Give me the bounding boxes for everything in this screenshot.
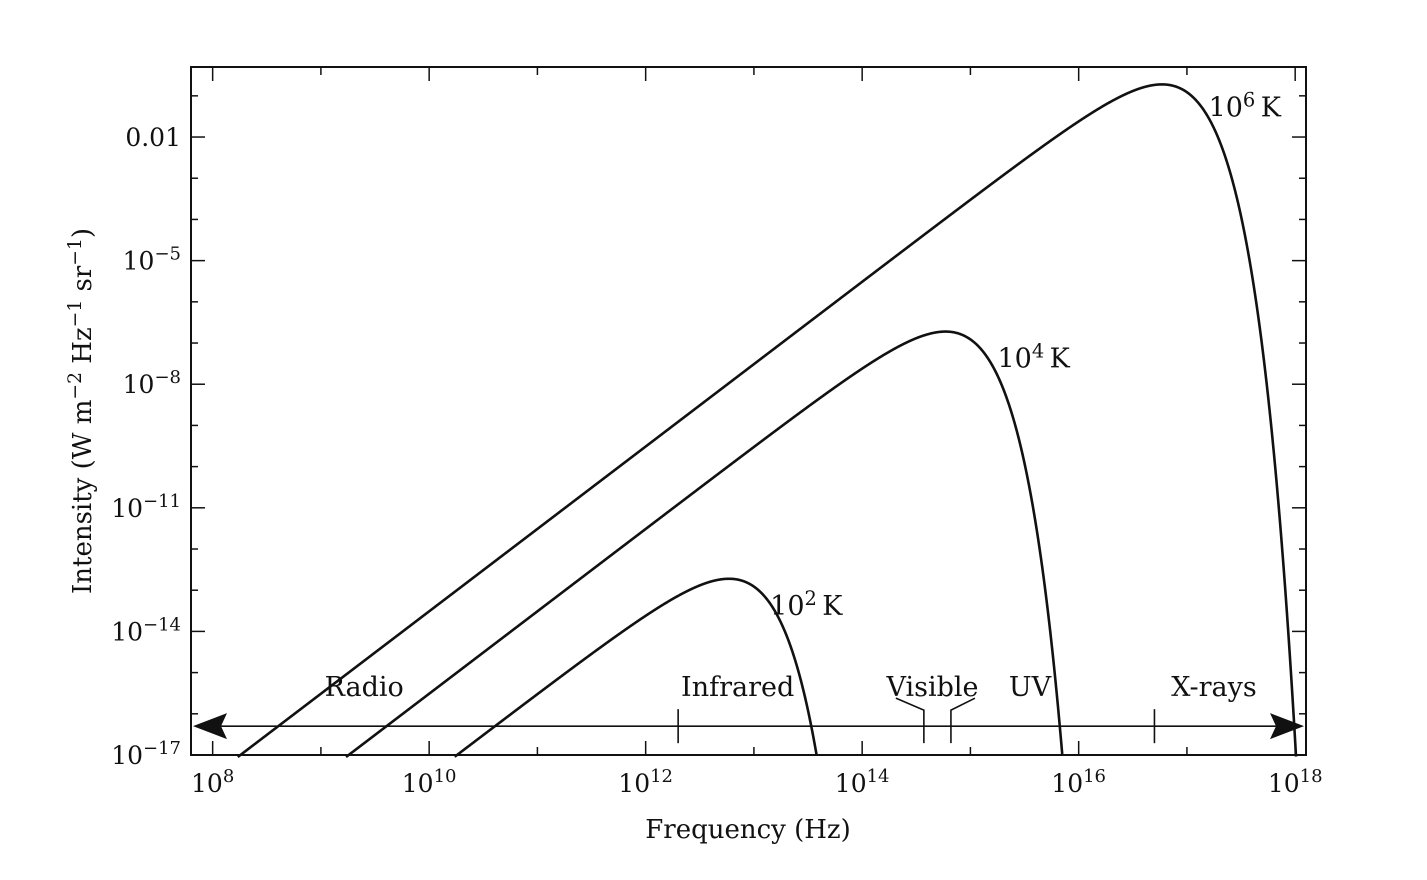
- spectrum-bar: Radio Infrared Visible UV X-rays: [193, 672, 1304, 744]
- band-label: Visible: [885, 672, 978, 703]
- y-tick-label: 10−14: [111, 614, 181, 646]
- x-axis-title: Frequency (Hz): [645, 815, 851, 845]
- y-tick-label: 10−5: [123, 244, 181, 276]
- x-tick-label: 1016: [1051, 766, 1106, 798]
- x-tick-label: 1010: [402, 766, 457, 798]
- curve-1000000K: [236, 83, 1298, 759]
- curves: [236, 83, 1298, 759]
- x-tick-label: 108: [191, 766, 234, 798]
- curve-label: 102 K: [770, 587, 843, 622]
- y-tick-label: 10−8: [123, 367, 181, 399]
- x-tick-label: 1012: [618, 766, 673, 798]
- spectrum-arrow-right: [1270, 713, 1304, 740]
- curve-10000K: [345, 330, 1064, 759]
- tick-labels: 108 1010 1012 1014 1016 1018 0.01 10−5 10−8 10−11…: [111, 123, 1322, 798]
- band-label: Radio: [325, 672, 404, 703]
- y-tick-label: 10−11: [111, 491, 181, 523]
- y-tick-label: 0.01: [125, 123, 181, 152]
- band-label: Infrared: [681, 672, 794, 703]
- plot-frame: [190, 66, 1307, 756]
- curve-label: 106 K: [1209, 88, 1282, 123]
- x-tick-label: 1018: [1268, 766, 1323, 798]
- curve-labels: 102 K 104 K 106 K: [770, 88, 1282, 621]
- y-tick-label: 10−17: [111, 738, 181, 770]
- axis-ticks: [191, 67, 1306, 756]
- curve-100K: [453, 577, 818, 758]
- x-tick-label: 1014: [835, 766, 890, 798]
- band-label: UV: [1009, 672, 1052, 703]
- band-label: X-rays: [1171, 672, 1257, 703]
- curve-label: 104 K: [997, 340, 1070, 375]
- spectrum-arrow-left: [193, 713, 227, 740]
- boundary-visible-uv: [950, 697, 976, 744]
- boundary-infrared-visible: [895, 697, 925, 744]
- y-axis-title: Intensity (W m−2 Hz−1 sr−1): [65, 228, 98, 594]
